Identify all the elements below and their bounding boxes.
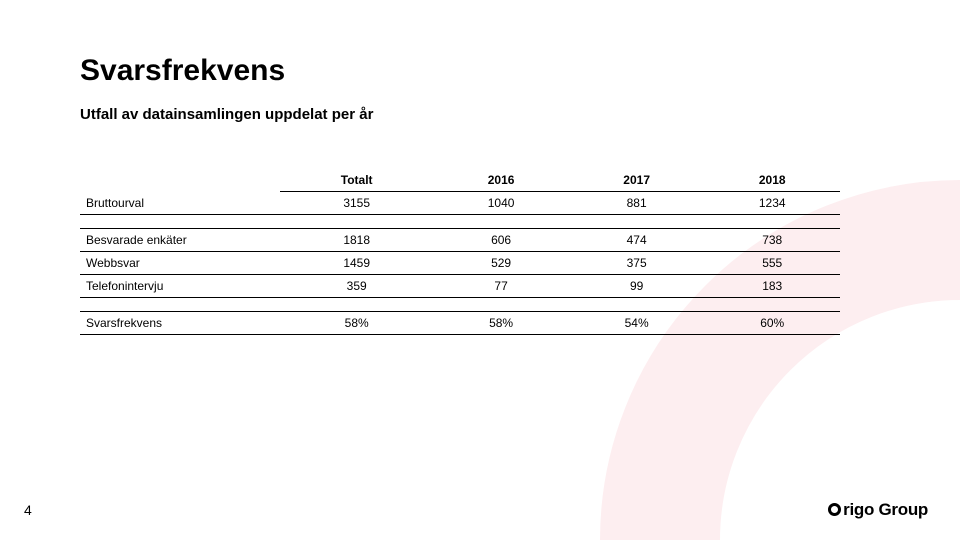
row-label: Bruttourval <box>80 192 280 215</box>
table-row: Bruttourval 3155 1040 881 1234 <box>80 192 840 215</box>
page-subtitle: Utfall av datainsamlingen uppdelat per å… <box>80 106 880 123</box>
cell: 1818 <box>280 229 433 252</box>
brand-logo: rigo Group <box>828 500 928 520</box>
cell: 60% <box>704 312 840 335</box>
spacer-row <box>80 215 840 229</box>
cell: 529 <box>433 252 569 275</box>
table-header-row: Totalt 2016 2017 2018 <box>80 169 840 192</box>
cell: 606 <box>433 229 569 252</box>
cell: 881 <box>569 192 705 215</box>
row-label: Besvarade enkäter <box>80 229 280 252</box>
cell: 99 <box>569 275 705 298</box>
page-title: Svarsfrekvens <box>80 54 880 88</box>
cell: 3155 <box>280 192 433 215</box>
row-label: Svarsfrekvens <box>80 312 280 335</box>
cell: 77 <box>433 275 569 298</box>
col-2018: 2018 <box>704 169 840 192</box>
spacer-row <box>80 298 840 312</box>
table-row: Webbsvar 1459 529 375 555 <box>80 252 840 275</box>
cell: 1459 <box>280 252 433 275</box>
row-label: Telefonintervju <box>80 275 280 298</box>
table-row: Svarsfrekvens 58% 58% 54% 60% <box>80 312 840 335</box>
table-row: Besvarade enkäter 1818 606 474 738 <box>80 229 840 252</box>
col-2017: 2017 <box>569 169 705 192</box>
cell: 58% <box>280 312 433 335</box>
cell: 58% <box>433 312 569 335</box>
brand-text: rigo Group <box>843 500 928 519</box>
row-label: Webbsvar <box>80 252 280 275</box>
cell: 738 <box>704 229 840 252</box>
page-number: 4 <box>24 502 32 518</box>
table-row: Telefonintervju 359 77 99 183 <box>80 275 840 298</box>
cell: 359 <box>280 275 433 298</box>
col-2016: 2016 <box>433 169 569 192</box>
cell: 54% <box>569 312 705 335</box>
cell: 474 <box>569 229 705 252</box>
data-table: Totalt 2016 2017 2018 Bruttourval 3155 1… <box>80 169 840 335</box>
cell: 555 <box>704 252 840 275</box>
cell: 375 <box>569 252 705 275</box>
slide-content: Svarsfrekvens Utfall av datainsamlingen … <box>80 54 880 335</box>
brand-o-icon <box>828 503 841 516</box>
header-blank <box>80 169 280 192</box>
cell: 183 <box>704 275 840 298</box>
cell: 1234 <box>704 192 840 215</box>
cell: 1040 <box>433 192 569 215</box>
col-totalt: Totalt <box>280 169 433 192</box>
